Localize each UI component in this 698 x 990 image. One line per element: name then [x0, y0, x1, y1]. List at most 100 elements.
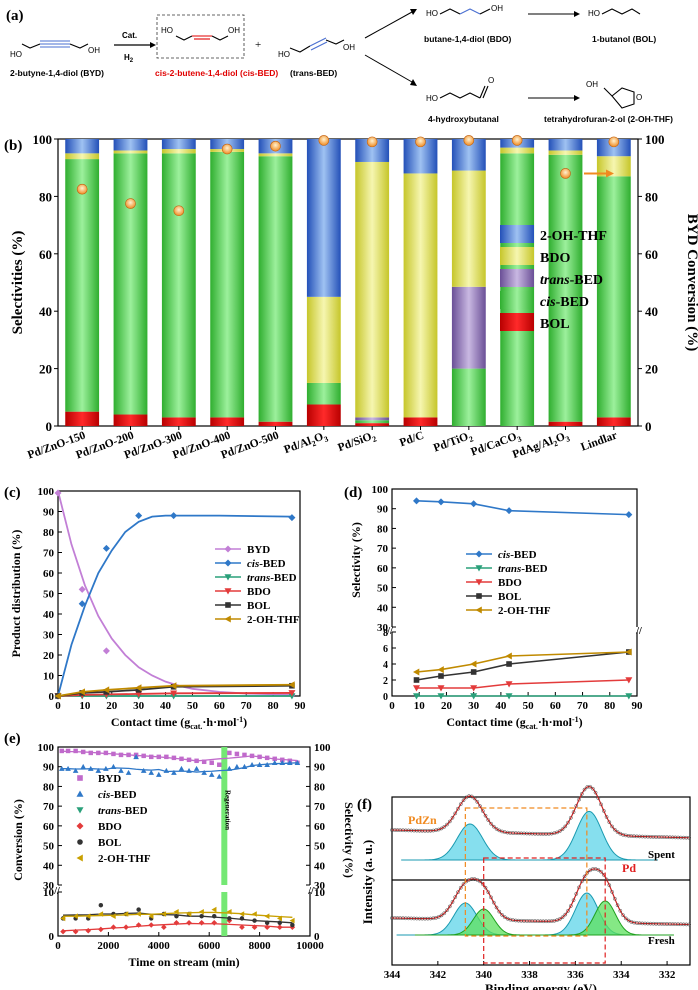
arrow-to-bdo — [364, 11, 413, 39]
f-fresh-envelope-point — [621, 913, 625, 918]
c-ytick-label: 10 — [43, 671, 55, 683]
f-spent-envelope-point — [456, 806, 460, 811]
d-ytick-label: 6 — [383, 644, 388, 655]
bol-label: 1-butanol (BOL) — [592, 34, 656, 44]
e-y2tick-label: 90 — [314, 762, 326, 774]
d-ytick-label: 8 — [383, 628, 388, 639]
e-point-byd — [59, 748, 65, 754]
f-spent-peak — [401, 823, 539, 861]
f-fresh-envelope-point — [648, 921, 653, 926]
c-legend-marker — [224, 615, 231, 623]
c-legend-label: BOL — [247, 600, 270, 612]
e-legend-label: BYD — [98, 773, 121, 785]
f-fresh-envelope-point — [579, 879, 584, 884]
f-spent-envelope-point — [475, 799, 480, 804]
e-point-2-oh-thf — [110, 913, 116, 919]
arrow-to-bdo-head — [410, 9, 417, 15]
f-spent-envelope — [391, 785, 689, 839]
b-legend-label-cis-bed: cis-BED — [540, 295, 589, 310]
e-point-byd — [171, 755, 177, 761]
f-fresh-envelope-point — [629, 919, 634, 924]
f-spent-envelope-point — [478, 804, 482, 809]
f-spent-envelope-point — [409, 828, 414, 833]
c-point-cis-bed — [78, 600, 86, 608]
b-conversion-marker — [270, 140, 281, 152]
e-point-cis-bed — [80, 763, 86, 769]
f-fresh-envelope-point — [436, 914, 441, 919]
f-spent-envelope-point — [593, 790, 598, 795]
e-point-cis-bed — [156, 771, 162, 777]
c-point-byd — [78, 585, 86, 593]
e-point-2-oh-thf — [60, 915, 66, 922]
d-xtick-label: 50 — [523, 700, 535, 712]
f-fresh-envelope-point — [557, 917, 562, 921]
f-fresh-envelope-point — [513, 918, 518, 923]
f-fresh-envelope-point — [395, 916, 400, 920]
e-point-cis-bed — [279, 759, 286, 766]
d-legend-label: cis-BED — [498, 549, 537, 561]
f-spent-envelope-point — [447, 819, 452, 824]
e-xtick-label: 4000 — [148, 940, 171, 952]
e-point-2-oh-thf — [211, 906, 217, 913]
b-bar-bol — [403, 417, 438, 426]
c-xtick-label: 20 — [106, 700, 118, 712]
e-point-bol — [199, 913, 204, 919]
f-xtick-label: 338 — [521, 969, 538, 981]
e-regeneration-label: Regeneration — [223, 790, 231, 830]
f-spent-envelope-point — [568, 815, 573, 820]
b-bar-bdo — [548, 150, 583, 155]
e-point-bdo — [72, 928, 79, 935]
d-legend-label: 2-OH-THF — [498, 605, 551, 617]
cis-bed-label: cis-2-butene-1,4-diol (cis-BED) — [155, 68, 278, 78]
e-point-bdo — [135, 922, 142, 928]
b-legend-label-bol: BOL — [540, 317, 570, 332]
f-spent-envelope-point — [450, 815, 455, 820]
e-point-cis-bed — [87, 765, 94, 771]
f-spent-envelope-point — [535, 831, 540, 836]
panel-c-chart: 0 10 20 30 40 50 60 70 80 90 0 10 20 30 40 50 60 70 80 90 10… — [9, 486, 306, 731]
f-fresh-envelope-point — [535, 919, 540, 924]
d-point-trans-bed — [437, 693, 445, 700]
f-spent-envelope-point — [659, 835, 664, 839]
d-xtick-label: 30 — [468, 700, 480, 712]
e-point-cis-bed — [264, 761, 270, 767]
d-point-bdo — [625, 677, 633, 684]
f-fresh-envelope-point — [618, 908, 623, 913]
d-legend-marker — [475, 550, 483, 558]
e-point-cis-bed — [148, 769, 155, 775]
f-spent-envelope-point — [574, 804, 579, 808]
e-point-2-oh-thf — [72, 913, 78, 919]
b-bar-bdo — [500, 147, 535, 154]
c-ytick-label: 40 — [43, 609, 55, 621]
f-spent-envelope-point — [610, 824, 614, 829]
b-bar-bdo — [596, 156, 631, 177]
f-fresh-envelope-point — [659, 922, 664, 926]
e-point-2-oh-thf — [226, 909, 232, 915]
f-spent-envelope-point — [414, 828, 419, 833]
d-point-2-oh-thf — [413, 668, 420, 676]
f-spent-envelope-point — [392, 828, 397, 832]
e-point-cis-bed — [201, 769, 207, 775]
f-pdzn-box — [464, 807, 588, 937]
b-legend-swatch-bdo — [500, 247, 534, 265]
f-spent-envelope-point — [423, 828, 427, 833]
b-plot-frame — [57, 138, 639, 427]
panel-d-chart: ////0 10 20 30 40 50 60 70 80 9030405060708090100… — [349, 484, 643, 731]
f-xtick-label: 332 — [659, 969, 676, 981]
f-spent-envelope-point — [645, 834, 650, 839]
b-bar-bol — [65, 411, 100, 426]
f-spent-envelope-point — [566, 820, 570, 825]
f-fresh-envelope-point — [464, 879, 469, 884]
byd-label: 2-butyne-1,4-diol (BYD) — [10, 68, 104, 78]
e-point-bol — [264, 920, 270, 926]
b-bar-bdo — [161, 149, 196, 154]
e-xtick-label: 0 — [55, 940, 61, 952]
d-point-cis-bed — [505, 507, 513, 515]
f-fresh-envelope-point — [577, 885, 581, 890]
f-spent-label: Spent — [648, 849, 675, 861]
e-y2tick-label: 50 — [314, 841, 326, 853]
c-point-bol — [135, 687, 142, 693]
d-legend-marker — [476, 593, 482, 599]
d-legend-marker — [475, 579, 483, 586]
